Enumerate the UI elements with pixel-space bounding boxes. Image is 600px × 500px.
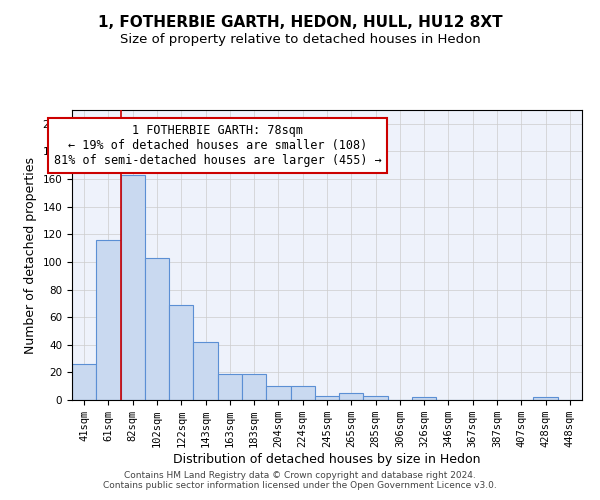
Bar (169, 304, 193, 400)
Bar (266, 386, 290, 400)
Bar (145, 258, 169, 400)
Text: 1, FOTHERBIE GARTH, HEDON, HULL, HU12 8XT: 1, FOTHERBIE GARTH, HEDON, HULL, HU12 8X… (98, 15, 502, 30)
Bar (315, 396, 339, 400)
Text: Contains HM Land Registry data © Crown copyright and database right 2024.
Contai: Contains HM Land Registry data © Crown c… (103, 470, 497, 490)
Bar (121, 175, 145, 400)
Bar (339, 393, 364, 400)
Bar (364, 396, 388, 400)
Bar (533, 397, 558, 400)
Bar (290, 386, 315, 400)
Bar (96, 240, 121, 400)
Bar (412, 397, 436, 400)
Bar (72, 364, 96, 400)
Text: Size of property relative to detached houses in Hedon: Size of property relative to detached ho… (119, 32, 481, 46)
Bar (218, 374, 242, 400)
Bar (193, 342, 218, 400)
Bar (242, 374, 266, 400)
Text: 1 FOTHERBIE GARTH: 78sqm
← 19% of detached houses are smaller (108)
81% of semi-: 1 FOTHERBIE GARTH: 78sqm ← 19% of detach… (54, 124, 382, 167)
X-axis label: Distribution of detached houses by size in Hedon: Distribution of detached houses by size … (173, 453, 481, 466)
Y-axis label: Number of detached properties: Number of detached properties (24, 156, 37, 354)
